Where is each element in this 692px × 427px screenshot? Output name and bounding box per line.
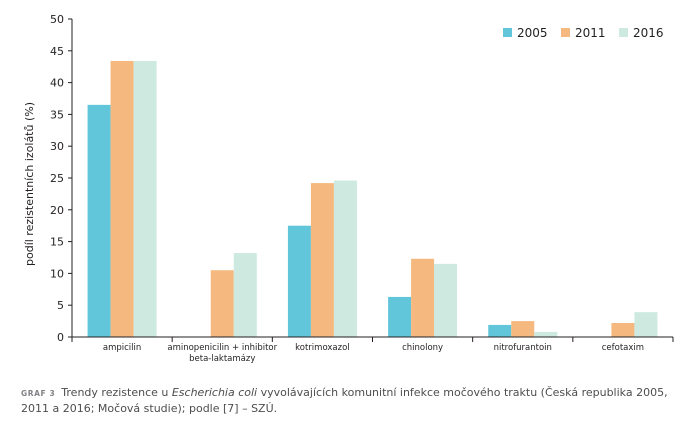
x-tick-label: beta-laktamázy	[189, 354, 255, 364]
y-tick-label: 30	[50, 140, 64, 153]
bar-2011	[411, 258, 435, 337]
y-tick-label: 20	[50, 204, 64, 217]
y-axis: 0 5 10 15 20 25 30 35 40 45 50	[50, 13, 73, 344]
caption-text-before: Trendy rezistence u	[61, 386, 172, 399]
y-tick-label: 0	[57, 331, 64, 344]
legend-label: 2016	[633, 26, 664, 40]
x-tick-label: chinolony	[402, 343, 443, 353]
x-tick-label: nitrofurantoin	[494, 343, 552, 353]
x-tick-label: kotrimoxazol	[295, 343, 350, 353]
bar-2011	[110, 60, 134, 337]
legend-swatch-2016	[619, 28, 628, 37]
caption-text-after: vyvolávajících komunitní infekce močovéh…	[21, 386, 668, 415]
bar-2016	[233, 253, 257, 337]
caption-label: GRAF 3	[21, 389, 56, 398]
bar-2016	[434, 263, 458, 337]
bar-2005	[87, 104, 111, 337]
figure-caption: GRAF 3 Trendy rezistence u Escherichia co…	[21, 385, 681, 416]
bar-2011	[210, 270, 234, 337]
bar-2016	[133, 60, 157, 337]
y-tick-label: 40	[50, 77, 64, 90]
bar-2016	[634, 312, 658, 337]
y-tick-label: 25	[50, 172, 64, 185]
x-tick-label: cefotaxim	[602, 343, 644, 353]
x-tick-label: aminopenicilin + inhibitor	[167, 343, 277, 353]
legend: 2005 2011 2016	[503, 26, 664, 40]
y-tick-label: 35	[50, 108, 64, 121]
x-axis: ampicilin aminopenicilin + inhibitorbeta-…	[71, 336, 674, 364]
y-tick-label: 5	[57, 299, 64, 312]
bar-2011	[310, 183, 334, 337]
legend-label: 2011	[575, 26, 606, 40]
bar-2016	[534, 331, 558, 337]
legend-swatch-2011	[561, 28, 570, 37]
bar-chart: 0 5 10 15 20 25 30 35 40 45 50 ampicilin aminopenic…	[23, 13, 674, 364]
y-axis-label: podíl rezistentních izolátů (%)	[23, 102, 36, 266]
bar-2005	[287, 225, 311, 337]
y-tick-label: 15	[50, 236, 64, 249]
bar-2005	[488, 324, 512, 337]
legend-label: 2005	[517, 26, 548, 40]
bar-2011	[611, 323, 635, 337]
legend-swatch-2005	[503, 28, 512, 37]
y-tick-label: 10	[50, 267, 64, 280]
x-tick-label: ampicilin	[103, 343, 141, 353]
y-tick-label: 50	[50, 13, 64, 26]
bar-2005	[388, 296, 412, 337]
bars	[87, 60, 658, 337]
y-tick-label: 45	[50, 45, 64, 58]
caption-species: Escherichia coli	[171, 386, 258, 399]
bar-2016	[333, 180, 357, 337]
bar-2011	[511, 321, 535, 337]
